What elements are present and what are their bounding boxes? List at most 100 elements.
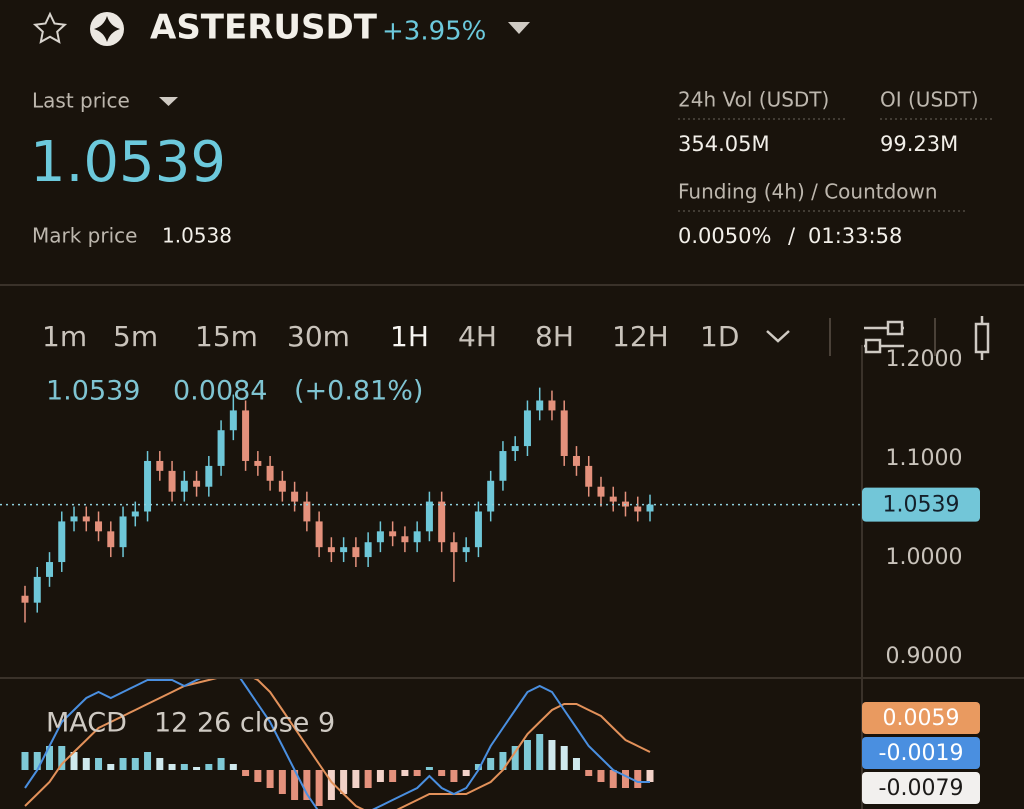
macd-histogram-bar (70, 752, 78, 770)
candle-body (523, 410, 531, 447)
candle-body (315, 521, 323, 548)
macd-histogram-bar (327, 770, 335, 800)
candle-body (205, 465, 213, 487)
macd-histogram-bar (597, 770, 605, 782)
coin-logo-mark (94, 16, 120, 42)
legend-change: 0.0084 (173, 376, 267, 407)
indicator-settings[interactable] (864, 320, 904, 354)
candle-body (291, 491, 299, 502)
candle-body (21, 595, 29, 603)
funding-rate: 0.0050% (678, 224, 771, 248)
candle-body (82, 516, 90, 522)
candle-body (131, 511, 139, 517)
macd-histogram-bar (376, 770, 384, 782)
interval-tab[interactable]: 1H (390, 320, 429, 353)
last-price: 1.0539 (30, 130, 226, 195)
macd-title: MACD (46, 708, 127, 739)
last-price-badge (862, 487, 980, 522)
candle-body (536, 400, 544, 411)
candle-body (95, 521, 103, 532)
macd-histogram-bar (425, 767, 433, 770)
macd-histogram-bar (646, 770, 654, 782)
volume: 354.05M (678, 132, 770, 156)
macd-histogram-bar (266, 770, 274, 788)
macd-histogram-bar (511, 746, 519, 770)
candle-body (438, 501, 446, 543)
volume-label: 24h Vol (USDT) (678, 88, 829, 112)
more-intervals[interactable] (766, 330, 790, 343)
candle-body (119, 516, 127, 548)
candle-body (548, 400, 556, 411)
chart-type[interactable] (974, 316, 990, 360)
macd-line (24, 679, 650, 809)
candle-body (70, 516, 78, 522)
macd-histogram-bar (401, 770, 409, 776)
macd-histogram-bar (450, 770, 458, 782)
price-dropdown[interactable] (159, 97, 178, 106)
macd-histogram-bar (193, 767, 201, 770)
y-tick-label: 1.1000 (886, 446, 963, 471)
open-interest: 99.23M (880, 132, 958, 156)
interval-tab[interactable]: 4H (458, 320, 497, 353)
macd-histogram-bar (58, 746, 66, 770)
legend-price: 1.0539 (46, 376, 140, 407)
macd-histogram-bar (119, 758, 127, 770)
separator-text: / (788, 224, 796, 248)
candle-body (266, 465, 274, 481)
candle-body (303, 501, 311, 522)
macd-params: 12 26 close 9 (154, 708, 335, 739)
funding-label: Funding (4h) / Countdown (678, 180, 938, 204)
macd-badge (862, 737, 980, 769)
candle-body (193, 480, 201, 487)
candle-body (572, 456, 580, 466)
interval-tab[interactable]: 30m (287, 320, 350, 353)
macd-histogram-bar (352, 770, 360, 788)
macd-histogram-bar (229, 764, 237, 770)
symbol[interactable]: ASTERUSDT (150, 8, 378, 48)
macd-badge-text: -0.0019 (879, 741, 964, 766)
candle-body (46, 562, 54, 577)
candle-body (327, 547, 335, 553)
interval-tab[interactable]: 1m (42, 320, 87, 353)
macd-histogram-bar (536, 734, 544, 770)
interval-bar: 1m 5m 15m 30m 1H 4H 8H 12H 1D (42, 320, 739, 353)
candle-body (376, 531, 384, 543)
interval-tab[interactable]: 15m (195, 320, 258, 353)
macd-histogram-bar (46, 746, 54, 770)
macd-histogram-bar (609, 770, 617, 788)
y-tick-label: 0.9000 (886, 644, 963, 669)
mark-price: 1.0538 (162, 224, 232, 248)
macd-histogram-bar (340, 770, 348, 794)
candle-body (413, 531, 421, 543)
interval-tab[interactable]: 1D (700, 320, 739, 353)
interval-tab[interactable]: 12H (612, 320, 669, 353)
macd-badge (862, 702, 980, 734)
interval-tab[interactable]: 8H (535, 320, 574, 353)
last-price-label: Last price (32, 89, 130, 113)
macd-histogram-bar (474, 764, 482, 770)
macd-histogram-bar (242, 770, 250, 776)
symbol-dropdown[interactable] (508, 22, 530, 34)
candle-pane (0, 387, 862, 623)
macd-histogram-bar (168, 764, 176, 770)
change-24h: +3.95% (382, 17, 486, 47)
candle-body (156, 460, 164, 471)
macd-histogram-bar (499, 752, 507, 770)
candle-body (389, 531, 397, 537)
macd-badge-text: 0.0059 (883, 706, 960, 731)
favorite-star[interactable] (32, 11, 68, 44)
candle-body (646, 504, 654, 512)
candle-body (364, 542, 372, 558)
macd-histogram-bar (462, 770, 470, 776)
candle-body (425, 501, 433, 532)
candle-body (278, 480, 286, 492)
candle-body (340, 547, 348, 553)
macd-histogram-bar (523, 740, 531, 770)
candle-body (144, 460, 152, 512)
macd-histogram-bar (315, 770, 323, 806)
interval-tab[interactable]: 5m (113, 320, 158, 353)
countdown: 01:33:58 (808, 224, 902, 248)
candle-body (180, 480, 188, 492)
